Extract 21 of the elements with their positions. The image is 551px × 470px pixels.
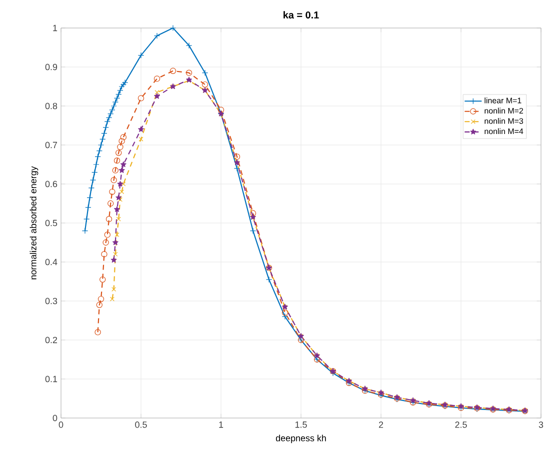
x-tick-label: 1.5 xyxy=(295,422,307,428)
chart-title: ka = 0.1 xyxy=(284,11,319,18)
y-tick-label: 1 xyxy=(53,24,58,32)
y-tick-label: 0.9 xyxy=(45,64,58,70)
x-tick-label: 2.5 xyxy=(455,422,467,428)
y-tick-label: 0.3 xyxy=(45,298,58,304)
x-tick-label: 1 xyxy=(219,422,224,428)
x-tick-label: 0 xyxy=(58,422,64,428)
y-tick-label: 0.1 xyxy=(45,376,58,382)
x-tick-label: 3 xyxy=(538,422,544,428)
y-tick-label: 0.2 xyxy=(45,336,58,344)
y-tick-label: 0.6 xyxy=(45,180,58,188)
y-tick-label: 0.8 xyxy=(45,102,58,110)
y-tick-label: 0.5 xyxy=(45,220,58,226)
y-tick-label: 0.7 xyxy=(45,142,58,148)
x-tick-label: 0.5 xyxy=(135,422,147,428)
y-tick-label: 0.4 xyxy=(45,258,58,266)
x-tick-label: 2 xyxy=(378,422,384,428)
x-axis-title: deepness kh xyxy=(276,434,326,444)
y-axis-title: normalized absorbed energy xyxy=(30,166,38,280)
y-tick-label: 0 xyxy=(52,414,58,422)
